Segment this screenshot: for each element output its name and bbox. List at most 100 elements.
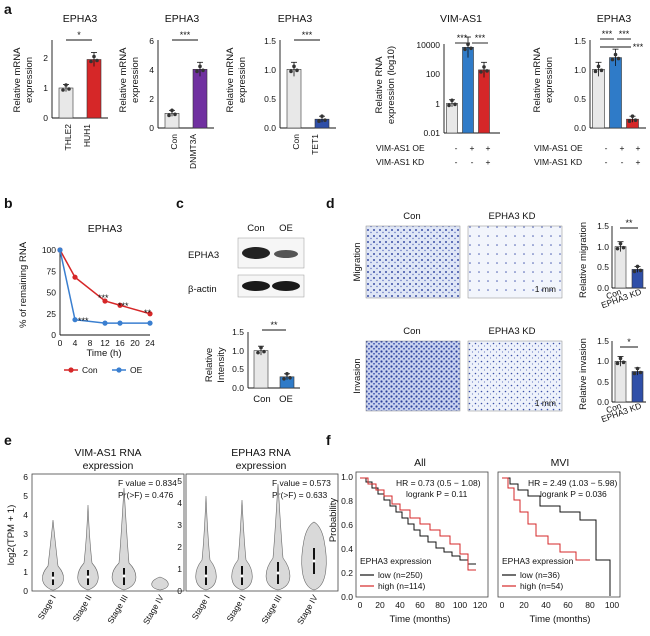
a4-ylabel-2: expression (log10) bbox=[386, 46, 397, 124]
e-left-violin-1 bbox=[42, 519, 64, 591]
data-point bbox=[616, 56, 621, 61]
data-point bbox=[323, 118, 327, 122]
panel-e: VIM-AS1 RNA expression EPHA3 RNA express… bbox=[6, 447, 339, 626]
a1-xlabel: THLE2 bbox=[63, 124, 73, 151]
a5-oe-sign: + bbox=[636, 143, 641, 153]
c-xlabel: OE bbox=[279, 394, 293, 405]
f-right-curve-low bbox=[502, 477, 611, 596]
e-left-stage: Stage II bbox=[70, 593, 93, 623]
c-col-con: Con bbox=[247, 223, 264, 234]
a5-sig-1: *** bbox=[602, 29, 613, 39]
bar bbox=[478, 69, 490, 134]
bar bbox=[253, 350, 269, 389]
data-point bbox=[89, 59, 93, 64]
data-point bbox=[292, 64, 296, 69]
f-ytick: 0.4 bbox=[341, 544, 353, 554]
data-point bbox=[621, 360, 626, 365]
d-image-invasion-kd bbox=[467, 340, 563, 412]
c-sig: ** bbox=[270, 320, 278, 330]
data-point bbox=[198, 64, 202, 69]
a2-ytick: 0 bbox=[149, 123, 154, 133]
e-right-pvalue: Pr(>F) = 0.633 bbox=[272, 490, 328, 500]
b-sig: *** bbox=[78, 316, 89, 326]
panel-a4: VIM-AS1 Relative RNA expression (log10) … bbox=[374, 13, 500, 167]
a3-xlabel: Con bbox=[291, 134, 301, 150]
e-right-title-2: expression bbox=[236, 460, 287, 472]
b-legend: Con OE bbox=[64, 365, 143, 375]
a3-sig: *** bbox=[302, 30, 313, 40]
data-point bbox=[64, 83, 68, 87]
panel-label-d: d bbox=[326, 195, 335, 211]
data-point bbox=[482, 65, 486, 69]
panel-a2: EPHA3 Relative mRNA expression 0 2 4 6 *… bbox=[118, 13, 214, 169]
c-ytick: 1.5 bbox=[232, 327, 244, 337]
c-ytick: 0.0 bbox=[232, 383, 244, 393]
b-point-oe bbox=[57, 247, 63, 253]
a3-ylabel-1: Relative mRNA bbox=[225, 47, 236, 113]
e-right-stage: Stage II bbox=[224, 593, 247, 623]
e-left-stage: Stage III bbox=[105, 593, 129, 625]
d-col-kd-1: EPHA3 KD bbox=[489, 211, 536, 222]
a1-ytick: 0 bbox=[43, 113, 48, 123]
f-left-p: logrank P = 0.11 bbox=[406, 489, 468, 499]
a3-ytick: 0.5 bbox=[264, 94, 276, 104]
e-right-ytick: 5 bbox=[177, 476, 182, 486]
e-right-title-1: EPHA3 RNA bbox=[231, 447, 291, 459]
bar bbox=[614, 246, 627, 289]
e-left-median-3 bbox=[122, 574, 126, 578]
a5-ytick: 1.5 bbox=[574, 36, 586, 46]
data-point bbox=[615, 361, 620, 366]
f-left-curve-high bbox=[360, 477, 476, 571]
a4-kd-sign: - bbox=[455, 157, 458, 167]
b-xtick: 12 bbox=[100, 338, 110, 348]
b-sig: ** bbox=[144, 308, 152, 318]
f-left-xtick: 20 bbox=[375, 600, 385, 610]
a5-kd-sign: - bbox=[605, 157, 608, 167]
b-ytick: 50 bbox=[47, 288, 57, 298]
d-mig-ytick: 0.5 bbox=[597, 262, 609, 272]
f-right-frame bbox=[497, 471, 621, 598]
a4-ylabel-1: Relative RNA bbox=[374, 56, 385, 114]
bar bbox=[462, 46, 474, 134]
a2-ytick: 2 bbox=[149, 94, 154, 104]
f-left-legend-title: EPHA3 expression bbox=[360, 556, 432, 566]
d-image-migration-kd bbox=[467, 225, 563, 299]
e-left-frame bbox=[31, 473, 185, 592]
f-right-xtick: 40 bbox=[541, 600, 551, 610]
panel-d: Con EPHA3 KD Migration 1 mm Con EPHA3 KD… bbox=[352, 211, 646, 424]
c-band-actin-oe bbox=[272, 281, 300, 291]
b-sig: *** bbox=[98, 293, 109, 303]
panel-a3: EPHA3 Relative mRNA expression 0.0 0.5 1… bbox=[225, 13, 336, 155]
data-point bbox=[463, 47, 467, 52]
panel-label-a: a bbox=[4, 1, 12, 17]
data-point bbox=[282, 377, 286, 381]
b-sig: *** bbox=[118, 301, 129, 311]
data-point bbox=[599, 68, 604, 73]
d-inv-ytick: 0.5 bbox=[597, 377, 609, 387]
e-left-ytick: 4 bbox=[23, 510, 28, 520]
f-ytick: 1.0 bbox=[341, 472, 353, 482]
b-point-con bbox=[72, 274, 78, 280]
d-image-invasion-con bbox=[365, 340, 461, 412]
d-scalebar-1: 1 mm bbox=[535, 284, 556, 294]
e-left-ytick: 6 bbox=[23, 472, 28, 482]
data-point bbox=[195, 69, 199, 74]
e-left-ytick: 2 bbox=[23, 548, 28, 558]
a2-ylabel-1: Relative mRNA bbox=[118, 47, 129, 113]
c-xlabel: Con bbox=[253, 394, 270, 405]
data-point bbox=[317, 119, 321, 123]
a3-xlabel: TET1 bbox=[310, 134, 320, 155]
f-left-xtick: 120 bbox=[473, 600, 487, 610]
data-point bbox=[289, 69, 293, 74]
data-point bbox=[633, 118, 638, 122]
e-right-violin-3 bbox=[265, 483, 291, 591]
a4-title: VIM-AS1 bbox=[440, 13, 482, 25]
e-left-violin-3 bbox=[111, 487, 137, 591]
a5-kd-label: VIM-AS1 KD bbox=[534, 157, 582, 167]
f-left-frame bbox=[355, 471, 489, 598]
bar bbox=[614, 361, 627, 403]
b-legend-con-marker bbox=[68, 367, 74, 373]
a2-xlabel: DNMT3A bbox=[188, 134, 198, 169]
data-point bbox=[201, 68, 205, 73]
a5-sig-2: *** bbox=[619, 29, 630, 39]
